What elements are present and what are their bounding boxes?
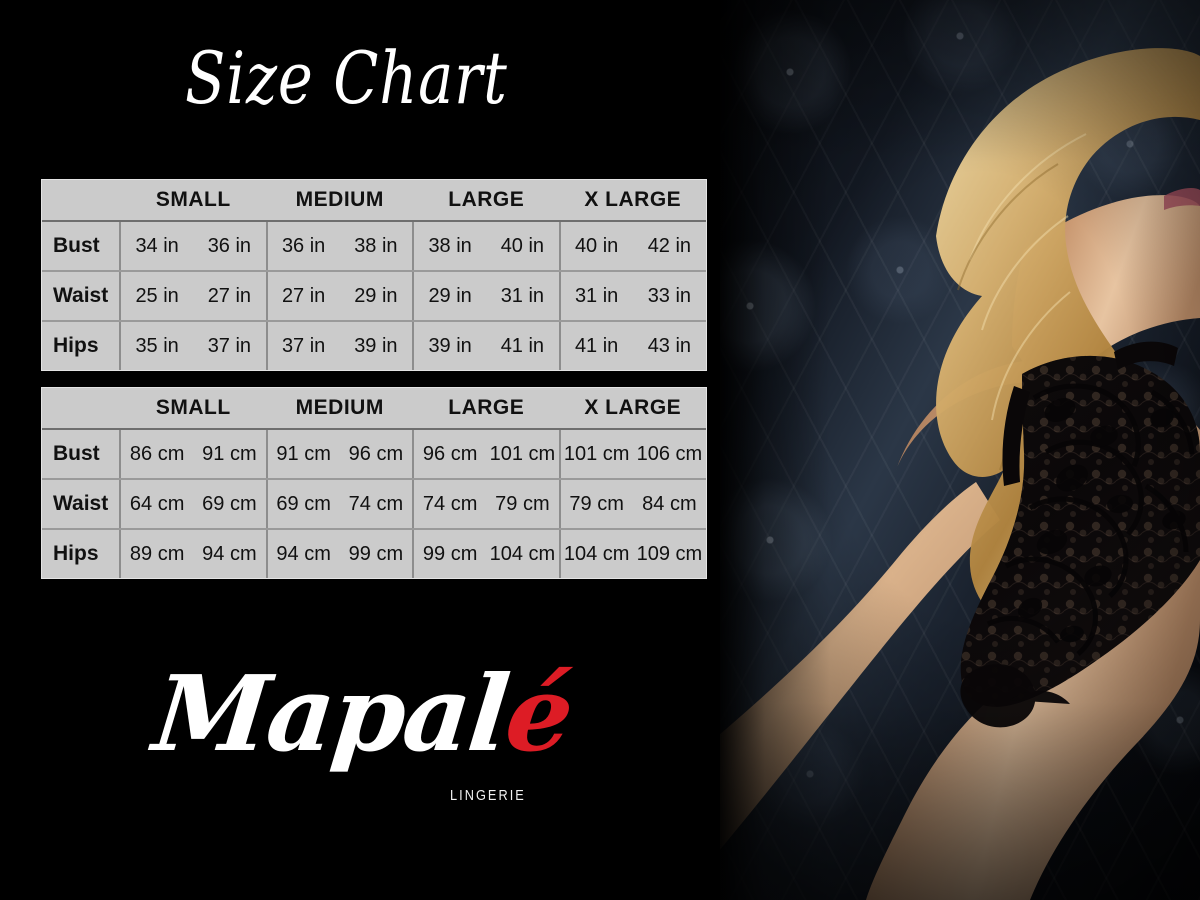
cell-hips-xlarge-max: 43 in [632,321,706,370]
cell-hips-medium-max: 99 cm [339,529,413,578]
cell-waist-large-max: 79 cm [486,479,560,530]
brand-wordmark: Mapalé [148,652,577,775]
header-large: LARGE [413,388,560,430]
cell-bust-xlarge-max: 106 cm [632,429,706,480]
cell-waist-xlarge-min: 31 in [558,271,633,322]
table-row: Bust 34 in 36 in 36 in 38 in 38 in 40 in… [42,221,706,272]
header-xlarge: X LARGE [559,180,706,222]
cell-waist-medium-max: 74 cm [339,479,413,530]
cell-waist-xlarge-min: 79 cm [558,479,633,530]
header-xlarge: X LARGE [559,388,706,430]
cell-hips-large-min: 39 in [411,321,487,370]
cell-hips-medium-min: 37 in [265,321,340,370]
cell-bust-medium-min: 91 cm [265,429,340,480]
row-label-bust: Bust [42,221,121,272]
size-table-centimeters-head: SMALL MEDIUM LARGE X LARGE [42,388,706,430]
header-small: SMALL [120,180,267,222]
left-content-panel: Size Chart SMALL MEDIUM LARGE X LARGE Bu… [42,36,706,812]
model-photo [700,0,1200,900]
cell-hips-xlarge-min: 41 in [558,321,633,370]
cell-bust-small-max: 36 in [193,221,267,272]
cell-bust-small-max: 91 cm [193,429,267,480]
cell-waist-small-min: 64 cm [120,479,194,530]
table-row: Waist 64 cm 69 cm 69 cm 74 cm 74 cm 79 c… [42,479,706,530]
cell-hips-small-max: 94 cm [193,529,267,578]
cell-bust-medium-min: 36 in [265,221,340,272]
table-row: Waist 25 in 27 in 27 in 29 in 29 in 31 i… [42,271,706,322]
header-row: SMALL MEDIUM LARGE X LARGE [42,180,706,222]
brand-logo: Mapalé LINGERIE [148,652,590,812]
cell-bust-medium-max: 96 cm [339,429,413,480]
cell-bust-small-min: 86 cm [120,429,194,480]
cell-bust-large-min: 38 in [411,221,487,272]
row-label-bust: Bust [42,429,121,480]
header-large: LARGE [413,180,560,222]
brand-name-main: Mapal [148,652,514,775]
corner-cell [42,180,120,222]
size-table-inches: SMALL MEDIUM LARGE X LARGE Bust 34 in 36… [42,180,706,370]
cell-waist-small-min: 25 in [120,271,194,322]
cell-bust-large-min: 96 cm [411,429,487,480]
row-label-hips: Hips [42,321,121,370]
brand-tagline: LINGERIE [450,787,526,804]
header-medium: MEDIUM [266,388,413,430]
cell-waist-xlarge-max: 33 in [632,271,706,322]
table-row: Hips 89 cm 94 cm 94 cm 99 cm 99 cm 104 c… [42,529,706,578]
cell-waist-small-max: 27 in [193,271,267,322]
row-label-waist: Waist [42,271,121,322]
cell-waist-medium-max: 29 in [339,271,413,322]
cell-hips-large-max: 104 cm [486,529,560,578]
cell-hips-medium-min: 94 cm [265,529,340,578]
cell-waist-xlarge-max: 84 cm [632,479,706,530]
size-table-inches-head: SMALL MEDIUM LARGE X LARGE [42,180,706,222]
cell-bust-large-max: 101 cm [486,429,560,480]
cell-hips-large-min: 99 cm [411,529,487,578]
header-small: SMALL [120,388,267,430]
cell-bust-large-max: 40 in [486,221,560,272]
cell-hips-small-min: 89 cm [120,529,194,578]
table-row: Hips 35 in 37 in 37 in 39 in 39 in 41 in… [42,321,706,370]
cell-hips-small-max: 37 in [193,321,267,370]
row-label-waist: Waist [42,479,121,530]
size-table-inches-body: Bust 34 in 36 in 36 in 38 in 38 in 40 in… [42,221,706,370]
brand-name-accent: é [500,652,578,775]
corner-cell [42,388,120,430]
cell-bust-xlarge-max: 42 in [632,221,706,272]
cell-waist-medium-min: 69 cm [265,479,340,530]
cell-waist-small-max: 69 cm [193,479,267,530]
header-row: SMALL MEDIUM LARGE X LARGE [42,388,706,430]
cell-waist-medium-min: 27 in [265,271,340,322]
size-table-centimeters: SMALL MEDIUM LARGE X LARGE Bust 86 cm 91… [42,388,706,578]
photo-vignette [700,0,1200,900]
cell-hips-large-max: 41 in [486,321,560,370]
row-label-hips: Hips [42,529,121,578]
cell-waist-large-min: 29 in [411,271,487,322]
cell-hips-small-min: 35 in [120,321,194,370]
cell-hips-xlarge-min: 104 cm [558,529,633,578]
cell-waist-large-min: 74 cm [411,479,487,530]
cell-bust-xlarge-min: 40 in [558,221,633,272]
cell-bust-xlarge-min: 101 cm [558,429,633,480]
cell-bust-small-min: 34 in [120,221,194,272]
header-medium: MEDIUM [266,180,413,222]
cell-hips-medium-max: 39 in [339,321,413,370]
size-table-centimeters-body: Bust 86 cm 91 cm 91 cm 96 cm 96 cm 101 c… [42,429,706,578]
cell-waist-large-max: 31 in [486,271,560,322]
page-title: Size Chart [185,36,508,120]
cell-hips-xlarge-max: 109 cm [632,529,706,578]
cell-bust-medium-max: 38 in [339,221,413,272]
table-row: Bust 86 cm 91 cm 91 cm 96 cm 96 cm 101 c… [42,429,706,480]
